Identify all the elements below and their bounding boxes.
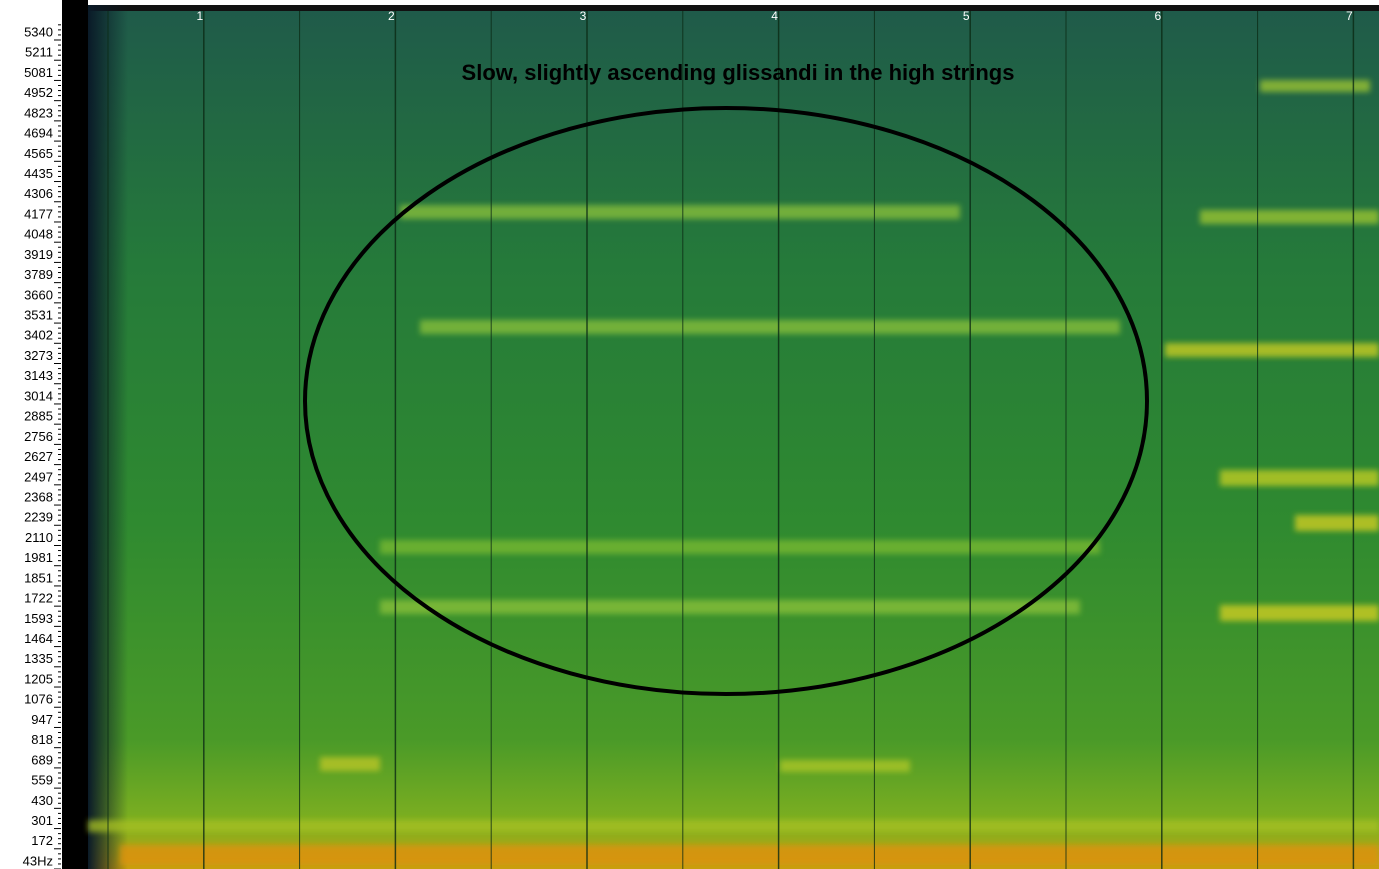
bar-number: 7 xyxy=(1346,9,1353,23)
frequency-label: 1076 xyxy=(24,692,53,707)
frequency-ruler xyxy=(0,0,62,869)
frequency-label: 1335 xyxy=(24,651,53,666)
frequency-label: 4306 xyxy=(24,186,53,201)
frequency-label: 2497 xyxy=(24,469,53,484)
bar-number: 4 xyxy=(771,9,778,23)
frequency-label: 5340 xyxy=(24,24,53,39)
frequency-label: 689 xyxy=(31,752,53,767)
frequency-label: 430 xyxy=(31,793,53,808)
frequency-label: 5211 xyxy=(25,45,53,60)
harmonic-bands xyxy=(88,80,1379,865)
frequency-label: 4565 xyxy=(24,146,53,161)
annotation-ellipse xyxy=(303,106,1149,696)
frequency-label: 3143 xyxy=(24,368,53,383)
frequency-label: 3402 xyxy=(24,328,53,343)
frequency-label: 1205 xyxy=(24,671,53,686)
frequency-label: 2885 xyxy=(24,409,53,424)
frequency-label: 172 xyxy=(31,833,53,848)
frequency-label: 3919 xyxy=(24,247,53,262)
frequency-label: 5081 xyxy=(24,65,53,80)
bar-number: 6 xyxy=(1154,9,1161,23)
frequency-label: 3014 xyxy=(24,388,53,403)
spectrogram xyxy=(88,5,1379,869)
frequency-label: 4435 xyxy=(24,166,53,181)
frequency-label: 2756 xyxy=(24,429,53,444)
frequency-label: 818 xyxy=(31,732,53,747)
bar-number: 1 xyxy=(196,9,203,23)
annotation-text: Slow, slightly ascending glissandi in th… xyxy=(462,60,1015,85)
frequency-label: 1593 xyxy=(24,611,53,626)
ruler-labels: 5340 5211 5081 4952 4823 4694 4565 4435 4306 4177… xyxy=(23,24,61,869)
frequency-label: 3531 xyxy=(24,308,53,323)
frequency-label: 4823 xyxy=(24,105,53,120)
beat-lines: 1 2 3 4 5 6 7 xyxy=(107,9,1355,869)
bar-number: 3 xyxy=(580,9,587,23)
bar-number: 5 xyxy=(963,9,970,23)
frequency-label: 3660 xyxy=(24,287,53,302)
frequency-label: 1851 xyxy=(24,570,53,585)
ruler-edge xyxy=(62,0,88,869)
frequency-label: 2627 xyxy=(24,449,53,464)
frequency-label: 301 xyxy=(31,813,53,828)
timeline-strip xyxy=(88,5,1379,11)
frequency-label: 4048 xyxy=(24,227,53,242)
frequency-label: 1981 xyxy=(24,550,53,565)
frequency-label: 1464 xyxy=(24,631,53,646)
frequency-label: 4952 xyxy=(24,85,53,100)
frequency-label: 3789 xyxy=(24,267,53,282)
frequency-label: 559 xyxy=(31,773,53,788)
frequency-label: 2239 xyxy=(24,510,53,525)
frequency-label: 43Hz xyxy=(23,853,53,868)
bar-number: 2 xyxy=(388,9,395,23)
frequency-label: 947 xyxy=(31,712,53,727)
frequency-label: 2368 xyxy=(24,489,53,504)
frequency-label: 3273 xyxy=(24,348,53,363)
frequency-label: 4177 xyxy=(24,206,53,221)
frequency-label: 2110 xyxy=(25,530,53,545)
frequency-label: 4694 xyxy=(24,126,53,141)
frequency-label: 1722 xyxy=(24,591,53,606)
